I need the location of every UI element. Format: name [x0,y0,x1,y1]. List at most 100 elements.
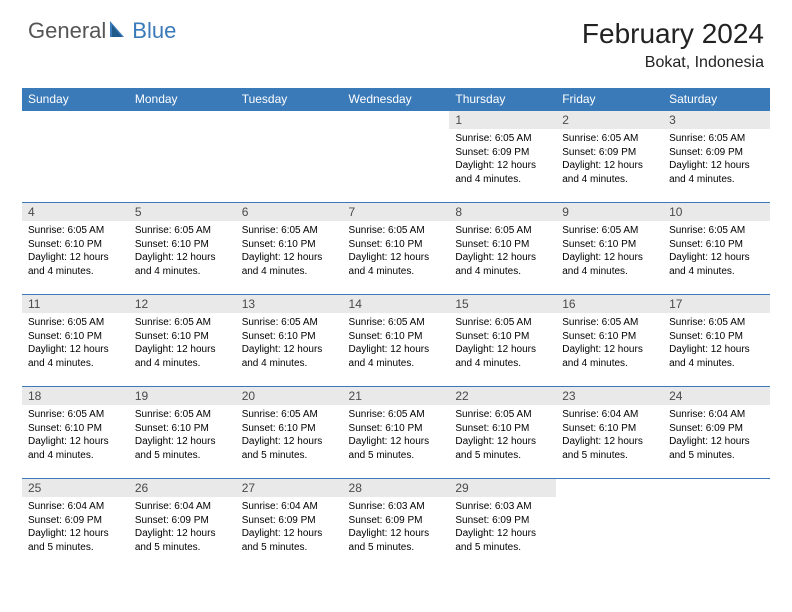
calendar-week: 18Sunrise: 6:05 AMSunset: 6:10 PMDayligh… [22,387,770,479]
calendar-table: SundayMondayTuesdayWednesdayThursdayFrid… [22,88,770,571]
day-number: 16 [556,295,663,313]
daylight-text: Daylight: 12 hours and 4 minutes. [669,343,764,370]
daylight-text: Daylight: 12 hours and 4 minutes. [455,343,550,370]
sunset-text: Sunset: 6:10 PM [562,422,657,436]
day-number: 15 [449,295,556,313]
day-content: Sunrise: 6:04 AMSunset: 6:09 PMDaylight:… [663,405,770,466]
day-cell: 19Sunrise: 6:05 AMSunset: 6:10 PMDayligh… [129,387,236,479]
daylight-text: Daylight: 12 hours and 4 minutes. [135,343,230,370]
day-cell: 4Sunrise: 6:05 AMSunset: 6:10 PMDaylight… [22,203,129,295]
day-number: 19 [129,387,236,405]
day-content: Sunrise: 6:03 AMSunset: 6:09 PMDaylight:… [449,497,556,558]
sunset-text: Sunset: 6:10 PM [669,330,764,344]
day-header: Wednesday [343,88,450,111]
day-cell: 3Sunrise: 6:05 AMSunset: 6:09 PMDaylight… [663,111,770,203]
calendar-week: 25Sunrise: 6:04 AMSunset: 6:09 PMDayligh… [22,479,770,571]
sunset-text: Sunset: 6:10 PM [455,238,550,252]
sunrise-text: Sunrise: 6:05 AM [349,224,444,238]
day-header-row: SundayMondayTuesdayWednesdayThursdayFrid… [22,88,770,111]
day-header: Sunday [22,88,129,111]
day-cell: 15Sunrise: 6:05 AMSunset: 6:10 PMDayligh… [449,295,556,387]
location-label: Bokat, Indonesia [582,54,764,72]
sunset-text: Sunset: 6:10 PM [562,330,657,344]
day-number: 23 [556,387,663,405]
sunset-text: Sunset: 6:09 PM [135,514,230,528]
empty-day-cell [556,479,663,571]
sunset-text: Sunset: 6:10 PM [135,238,230,252]
day-number: 10 [663,203,770,221]
day-number: 20 [236,387,343,405]
sunrise-text: Sunrise: 6:05 AM [455,408,550,422]
sunrise-text: Sunrise: 6:05 AM [562,316,657,330]
daylight-text: Daylight: 12 hours and 5 minutes. [349,435,444,462]
sunset-text: Sunset: 6:10 PM [242,422,337,436]
daylight-text: Daylight: 12 hours and 5 minutes. [669,435,764,462]
day-number: 1 [449,111,556,129]
day-number: 14 [343,295,450,313]
daylight-text: Daylight: 12 hours and 5 minutes. [28,527,123,554]
day-number: 28 [343,479,450,497]
day-content: Sunrise: 6:04 AMSunset: 6:09 PMDaylight:… [236,497,343,558]
daylight-text: Daylight: 12 hours and 5 minutes. [242,435,337,462]
day-cell: 23Sunrise: 6:04 AMSunset: 6:10 PMDayligh… [556,387,663,479]
day-cell: 18Sunrise: 6:05 AMSunset: 6:10 PMDayligh… [22,387,129,479]
sunset-text: Sunset: 6:10 PM [135,330,230,344]
sunset-text: Sunset: 6:09 PM [28,514,123,528]
daylight-text: Daylight: 12 hours and 5 minutes. [349,527,444,554]
day-content: Sunrise: 6:05 AMSunset: 6:10 PMDaylight:… [449,313,556,374]
sunrise-text: Sunrise: 6:05 AM [669,316,764,330]
sunset-text: Sunset: 6:09 PM [455,146,550,160]
daylight-text: Daylight: 12 hours and 4 minutes. [669,159,764,186]
sunrise-text: Sunrise: 6:05 AM [28,316,123,330]
day-header: Tuesday [236,88,343,111]
day-number: 6 [236,203,343,221]
day-number: 26 [129,479,236,497]
day-number: 17 [663,295,770,313]
day-cell: 26Sunrise: 6:04 AMSunset: 6:09 PMDayligh… [129,479,236,571]
sunrise-text: Sunrise: 6:05 AM [349,316,444,330]
daylight-text: Daylight: 12 hours and 4 minutes. [562,343,657,370]
daylight-text: Daylight: 12 hours and 4 minutes. [349,343,444,370]
sunset-text: Sunset: 6:10 PM [349,238,444,252]
daylight-text: Daylight: 12 hours and 5 minutes. [242,527,337,554]
day-cell: 22Sunrise: 6:05 AMSunset: 6:10 PMDayligh… [449,387,556,479]
day-number: 3 [663,111,770,129]
day-number: 21 [343,387,450,405]
daylight-text: Daylight: 12 hours and 4 minutes. [28,343,123,370]
day-cell: 27Sunrise: 6:04 AMSunset: 6:09 PMDayligh… [236,479,343,571]
daylight-text: Daylight: 12 hours and 4 minutes. [28,251,123,278]
sunrise-text: Sunrise: 6:05 AM [135,224,230,238]
day-content: Sunrise: 6:05 AMSunset: 6:10 PMDaylight:… [129,405,236,466]
day-header: Friday [556,88,663,111]
sunset-text: Sunset: 6:10 PM [562,238,657,252]
sunset-text: Sunset: 6:09 PM [349,514,444,528]
daylight-text: Daylight: 12 hours and 5 minutes. [135,435,230,462]
sunset-text: Sunset: 6:09 PM [455,514,550,528]
day-header: Saturday [663,88,770,111]
day-cell: 29Sunrise: 6:03 AMSunset: 6:09 PMDayligh… [449,479,556,571]
day-content: Sunrise: 6:05 AMSunset: 6:10 PMDaylight:… [556,313,663,374]
sunset-text: Sunset: 6:10 PM [669,238,764,252]
day-content: Sunrise: 6:05 AMSunset: 6:10 PMDaylight:… [343,405,450,466]
header: General Blue February 2024 Bokat, Indone… [0,0,792,80]
day-cell: 20Sunrise: 6:05 AMSunset: 6:10 PMDayligh… [236,387,343,479]
sunrise-text: Sunrise: 6:05 AM [242,316,337,330]
sunrise-text: Sunrise: 6:03 AM [455,500,550,514]
day-content: Sunrise: 6:05 AMSunset: 6:10 PMDaylight:… [22,405,129,466]
day-content: Sunrise: 6:05 AMSunset: 6:09 PMDaylight:… [663,129,770,190]
day-content: Sunrise: 6:05 AMSunset: 6:10 PMDaylight:… [663,221,770,282]
day-cell: 8Sunrise: 6:05 AMSunset: 6:10 PMDaylight… [449,203,556,295]
daylight-text: Daylight: 12 hours and 4 minutes. [562,251,657,278]
day-number: 5 [129,203,236,221]
day-cell: 2Sunrise: 6:05 AMSunset: 6:09 PMDaylight… [556,111,663,203]
day-content: Sunrise: 6:05 AMSunset: 6:09 PMDaylight:… [449,129,556,190]
daylight-text: Daylight: 12 hours and 4 minutes. [242,251,337,278]
daylight-text: Daylight: 12 hours and 4 minutes. [562,159,657,186]
daylight-text: Daylight: 12 hours and 4 minutes. [669,251,764,278]
logo-sail-icon [108,19,130,44]
logo-text-general: General [28,18,106,44]
logo-text-blue: Blue [132,18,176,44]
day-cell: 17 Sunrise: 6:05 AMSunset: 6:10 PMDayligh… [663,295,770,387]
day-cell: 10Sunrise: 6:05 AMSunset: 6:10 PMDayligh… [663,203,770,295]
daylight-text: Daylight: 12 hours and 4 minutes. [349,251,444,278]
